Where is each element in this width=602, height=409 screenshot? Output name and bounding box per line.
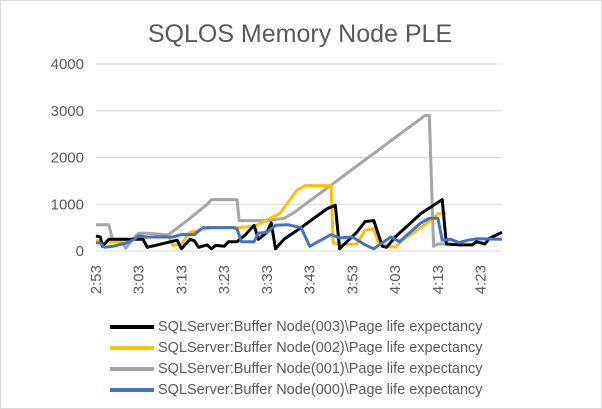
x-tick-label: 3:13 [173, 265, 190, 294]
legend-swatch [110, 366, 154, 371]
y-axis-ticks: 0 1000 2000 3000 4000 [51, 56, 84, 260]
series-line-3 [95, 216, 503, 251]
x-tick-label: 4:13 [430, 265, 447, 294]
x-tick-label: 4:23 [473, 265, 490, 294]
legend-label: SQLServer:Buffer Node(000)\Page life exp… [158, 381, 483, 398]
legend-swatch [110, 324, 154, 329]
chart-title: SQLOS Memory Node PLE [147, 20, 453, 48]
series-line-2 [96, 113, 447, 250]
grid-lines [96, 63, 502, 252]
y-tick-label: 1000 [51, 196, 84, 213]
y-tick-label: 2000 [51, 150, 84, 167]
legend-label: SQLServer:Buffer Node(002)\Page life exp… [158, 339, 483, 356]
x-tick-label: 3:53 [344, 265, 361, 294]
y-tick-label: 4000 [51, 56, 84, 73]
legend-item: SQLServer:Buffer Node(001)\Page life exp… [110, 358, 590, 379]
x-tick-label: 3:43 [302, 265, 319, 294]
legend: SQLServer:Buffer Node(003)\Page life exp… [110, 316, 590, 400]
x-tick-label: 2:53 [88, 265, 105, 294]
legend-item: SQLServer:Buffer Node(000)\Page life exp… [110, 379, 590, 400]
legend-item: SQLServer:Buffer Node(003)\Page life exp… [110, 316, 590, 337]
y-tick-label: 3000 [51, 103, 84, 120]
legend-item: SQLServer:Buffer Node(002)\Page life exp… [110, 337, 590, 358]
series-lines [95, 113, 503, 251]
x-tick-label: 4:03 [387, 265, 404, 294]
y-tick-label: 0 [76, 243, 84, 260]
legend-swatch [110, 387, 154, 392]
x-axis-ticks: 2:53 3:03 3:13 3:23 3:33 3:43 3:53 4:03 4:13 4:23 [88, 265, 490, 294]
x-tick-label: 3:23 [216, 265, 233, 294]
legend-label: SQLServer:Buffer Node(003)\Page life exp… [158, 318, 483, 335]
x-tick-label: 3:33 [259, 265, 276, 294]
legend-label: SQLServer:Buffer Node(001)\Page life exp… [158, 360, 483, 377]
legend-swatch [110, 345, 154, 350]
x-tick-label: 3:03 [131, 265, 148, 294]
series-line-0 [95, 198, 503, 251]
